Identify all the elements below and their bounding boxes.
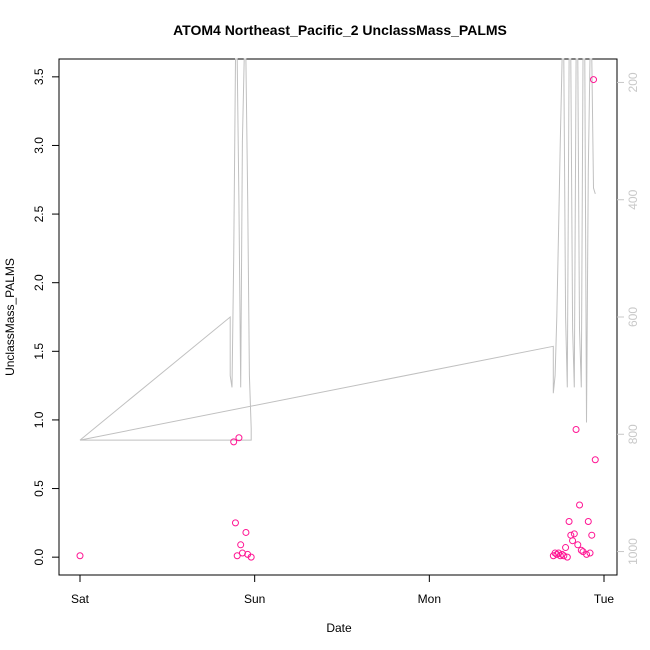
data-point xyxy=(230,438,238,446)
right-tick-label: 200 xyxy=(626,72,640,92)
right-tick-label: 800 xyxy=(626,424,640,444)
data-point xyxy=(577,546,585,554)
data-point xyxy=(247,553,255,561)
data-point xyxy=(565,517,573,525)
data-point xyxy=(583,550,591,558)
y-tick-label: 2.0 xyxy=(32,274,46,291)
x-axis: Sat Sun Mon Tue xyxy=(71,575,614,606)
data-point xyxy=(570,530,578,538)
data-point xyxy=(563,553,571,561)
y-axis: 0.0 0.5 1.0 1.5 2.0 2.5 3.0 3.5 xyxy=(32,68,59,566)
altitude-line xyxy=(79,58,596,441)
data-point xyxy=(76,552,84,560)
data-point xyxy=(231,519,239,527)
right-tick-label: 400 xyxy=(626,189,640,209)
data-point xyxy=(586,549,594,557)
data-point xyxy=(590,76,598,84)
data-point xyxy=(588,531,596,539)
plot-area xyxy=(58,58,618,576)
data-point xyxy=(569,537,577,545)
x-tick-label: Sat xyxy=(71,592,90,606)
y-tick-label: 1.0 xyxy=(32,411,46,428)
data-point xyxy=(556,552,564,560)
y-tick-label: 0.5 xyxy=(32,480,46,497)
data-point xyxy=(576,501,584,509)
point-series xyxy=(76,76,599,561)
right-tick-label: 1000 xyxy=(626,538,640,565)
data-point xyxy=(233,552,241,560)
data-point xyxy=(553,550,561,558)
data-point xyxy=(242,528,250,536)
chart-title: ATOM4 Northeast_Pacific_2 UnclassMass_PA… xyxy=(173,22,507,38)
data-point xyxy=(551,549,559,557)
data-point xyxy=(574,541,582,549)
x-axis-label: Date xyxy=(326,621,352,635)
y-axis-label: UnclassMass_PALMS xyxy=(3,258,17,376)
data-point xyxy=(558,550,566,558)
y-tick-label: 3.0 xyxy=(32,137,46,154)
x-tick-label: Mon xyxy=(418,592,441,606)
y-tick-label: 0.0 xyxy=(32,548,46,565)
data-point xyxy=(235,434,243,442)
x-tick-label: Tue xyxy=(594,592,615,606)
right-tick-label: 600 xyxy=(626,307,640,327)
y-tick-label: 2.5 xyxy=(32,205,46,222)
y-tick-label: 1.5 xyxy=(32,343,46,360)
line-series xyxy=(79,58,596,441)
right-axis: 200 400 600 800 1000 xyxy=(617,72,640,565)
data-point xyxy=(560,552,568,560)
data-point xyxy=(237,541,245,549)
x-tick-label: Sun xyxy=(244,592,265,606)
y-tick-label: 3.5 xyxy=(32,68,46,85)
data-point xyxy=(591,456,599,464)
data-point xyxy=(584,517,592,525)
data-point xyxy=(572,426,580,434)
data-point xyxy=(562,544,570,552)
